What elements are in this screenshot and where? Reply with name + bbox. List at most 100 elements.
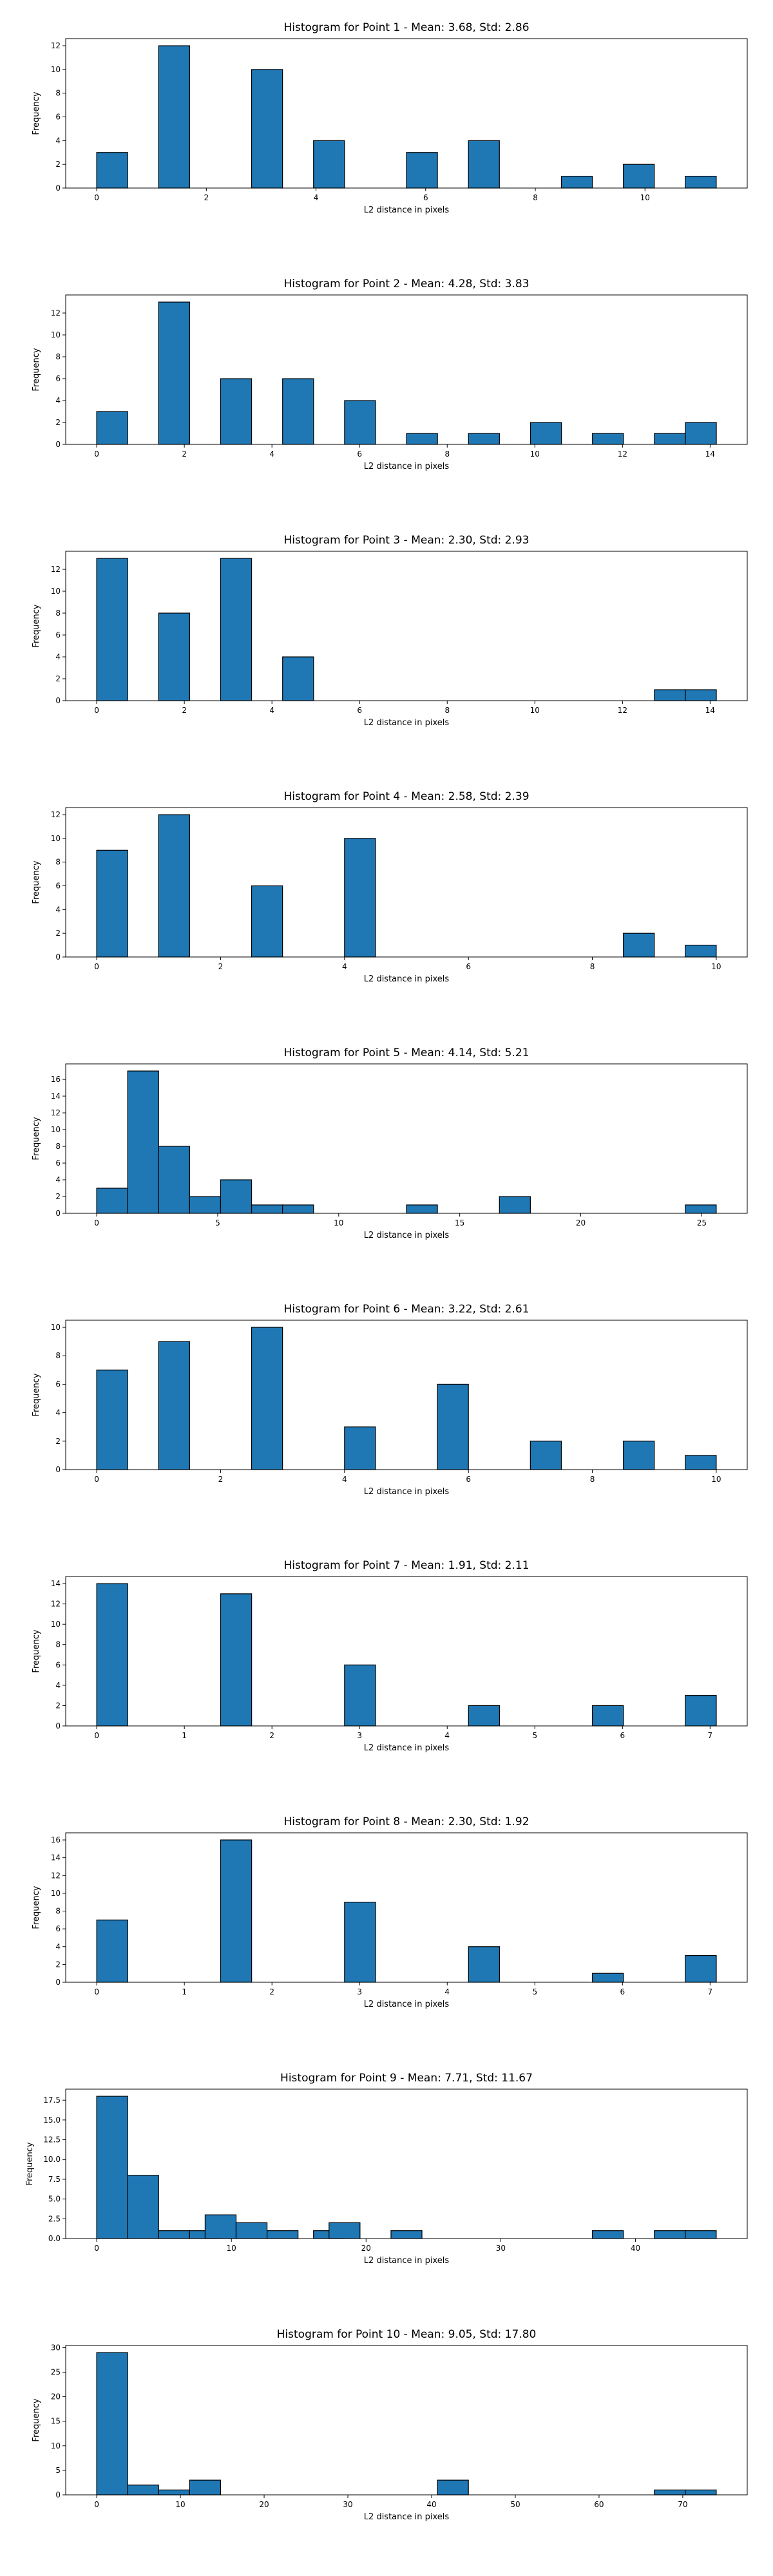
plot-frame: [65, 294, 748, 445]
plot-frame: [65, 1320, 748, 1470]
histogram-bar: [344, 838, 376, 958]
y-tick-label: 12: [51, 1600, 61, 1609]
y-tick-label: 0.0: [48, 2234, 61, 2243]
plot-frame: [65, 551, 748, 701]
y-tick-label: 4: [55, 905, 61, 914]
y-tick-label: 14: [51, 1092, 61, 1101]
histogram-bar: [530, 1441, 562, 1470]
histogram-bar: [204, 2214, 237, 2239]
histogram-bar: [591, 2230, 624, 2239]
x-tick-label: 10: [640, 193, 650, 202]
y-tick-label: 0: [55, 184, 61, 193]
histogram-bar: [437, 1383, 469, 1470]
x-tick-label: 1: [182, 1987, 187, 1996]
histogram-bar: [623, 164, 655, 189]
y-tick-label: 10: [51, 587, 61, 596]
x-tick-label: 0: [94, 2500, 99, 2509]
histogram-bar: [592, 1705, 624, 1727]
x-tick-label: 2: [269, 1731, 274, 1740]
histogram-bar: [220, 1179, 253, 1214]
chart-title: Histogram for Point 4 - Mean: 2.58, Std:…: [283, 790, 529, 803]
y-tick-label: 15.0: [43, 2116, 61, 2125]
x-tick-label: 0: [94, 1475, 99, 1484]
histogram-bar: [499, 1196, 531, 1214]
y-tick-label: 10: [51, 2441, 61, 2450]
x-tick-label: 3: [357, 1987, 362, 1996]
y-axis-label: Frequency: [32, 604, 41, 647]
y-tick-label: 5: [55, 2466, 61, 2475]
histogram-bar: [96, 411, 128, 445]
x-tick-label: 10: [530, 706, 540, 715]
histogram-bar: [685, 175, 717, 189]
histogram-bar: [685, 2230, 717, 2239]
histogram-bar: [127, 2485, 159, 2496]
histogram-bar: [96, 1369, 128, 1470]
x-axis-label: L2 distance in pixels: [364, 974, 450, 984]
x-tick-label: 6: [357, 450, 362, 459]
y-tick-label: 6: [55, 630, 61, 639]
y-axis-label: Frequency: [32, 1117, 41, 1160]
y-tick-label: 2: [55, 1192, 61, 1201]
chart-title: Histogram for Point 9 - Mean: 7.71, Std:…: [280, 2072, 533, 2085]
y-tick-label: 0: [55, 1721, 61, 1730]
histogram-bar: [560, 175, 593, 189]
histogram-bar: [468, 1946, 501, 1983]
x-tick-label: 8: [444, 706, 450, 715]
y-tick-label: 6: [55, 1379, 61, 1388]
histogram-bar: [266, 2230, 299, 2239]
histogram-bar: [685, 2489, 717, 2496]
histogram-bar: [96, 1188, 128, 1214]
y-tick-label: 0: [55, 1209, 61, 1218]
y-tick-label: 15: [51, 2417, 61, 2426]
y-axis-label: Frequency: [25, 2142, 35, 2185]
x-tick-label: 10: [227, 2244, 236, 2253]
y-tick-label: 4: [55, 1175, 61, 1184]
histogram-bar: [344, 400, 376, 445]
chart-panel-7: Histogram for Point 7 - Mean: 1.91, Std:…: [32, 1559, 748, 1753]
histogram-bar: [127, 1070, 159, 1214]
histogram-bar: [468, 1705, 501, 1727]
chart-panel-6: Histogram for Point 6 - Mean: 3.22, Std:…: [32, 1303, 748, 1497]
y-tick-label: 25: [51, 2368, 61, 2377]
histogram-bar: [220, 378, 253, 445]
histogram-bar: [96, 1583, 128, 1727]
y-tick-label: 12: [51, 810, 61, 819]
histogram-bar: [685, 944, 717, 958]
x-tick-label: 5: [532, 1987, 537, 1996]
histogram-bar: [468, 140, 500, 189]
chart-panel-1: Histogram for Point 1 - Mean: 3.68, Std:…: [32, 21, 748, 215]
histogram-bar: [623, 1441, 655, 1470]
x-tick-label: 2: [218, 962, 224, 971]
y-tick-label: 6: [55, 1924, 61, 1933]
x-tick-label: 30: [343, 2500, 352, 2509]
chart-panel-2: Histogram for Point 2 - Mean: 4.28, Std:…: [32, 278, 748, 471]
x-tick-label: 10: [711, 962, 721, 971]
y-tick-label: 8: [55, 1142, 61, 1151]
histogram-bar: [96, 2096, 128, 2239]
x-axis-label: L2 distance in pixels: [364, 2512, 450, 2522]
x-tick-label: 4: [314, 193, 319, 202]
x-tick-label: 40: [631, 2244, 640, 2253]
histogram-bar: [437, 2479, 469, 2496]
x-tick-label: 4: [342, 962, 347, 971]
x-tick-label: 0: [94, 1731, 99, 1740]
y-tick-label: 10: [51, 1125, 61, 1134]
x-tick-label: 4: [269, 706, 274, 715]
x-axis-label: L2 distance in pixels: [364, 205, 450, 215]
y-axis-label: Frequency: [32, 1373, 41, 1416]
y-tick-label: 20: [51, 2392, 61, 2401]
y-tick-label: 12: [51, 1871, 61, 1880]
x-tick-label: 4: [342, 1475, 347, 1484]
histogram-bar: [220, 1839, 253, 1983]
x-tick-label: 8: [533, 193, 538, 202]
x-tick-label: 8: [590, 962, 595, 971]
plot-frame: [65, 38, 748, 189]
x-tick-label: 40: [426, 2500, 436, 2509]
y-tick-label: 2: [55, 929, 61, 938]
x-tick-label: 20: [361, 2244, 371, 2253]
y-tick-label: 8: [55, 1640, 61, 1649]
x-tick-label: 30: [496, 2244, 506, 2253]
histogram-bar: [158, 301, 190, 445]
y-tick-label: 6: [55, 1159, 61, 1168]
